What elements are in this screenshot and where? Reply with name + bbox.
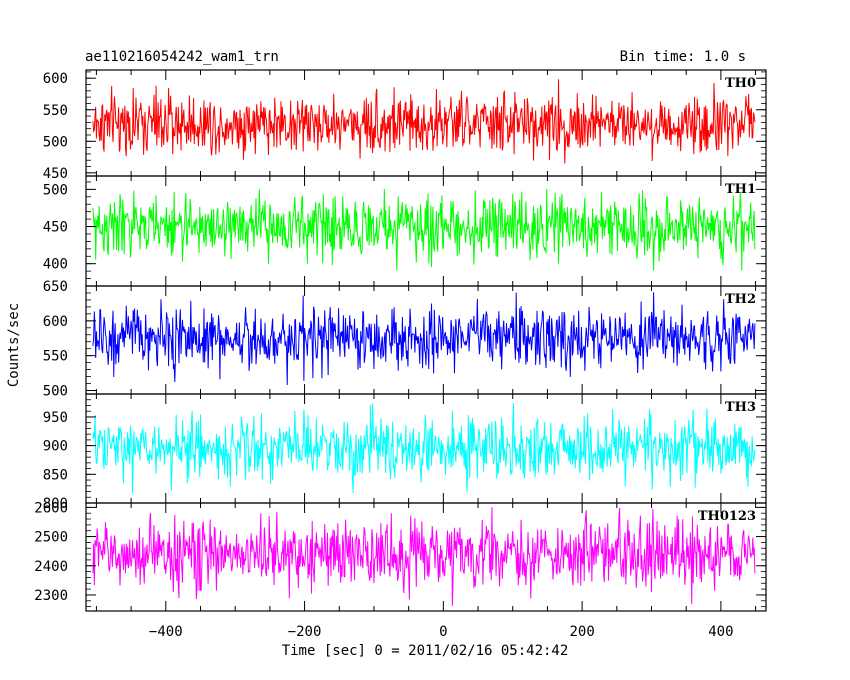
- tick-layer: [86, 70, 766, 611]
- y-axis-label: Counts/sec: [6, 303, 22, 387]
- panel-frame-th0123: [85, 502, 767, 612]
- y-tick-label-th1: 450: [43, 220, 68, 236]
- x-tick-label: −400: [149, 624, 183, 640]
- series-th0: [92, 79, 756, 164]
- y-tick-label-th2: 600: [43, 314, 68, 330]
- y-tick-label-th0: 500: [43, 134, 68, 150]
- bin-time-label: Bin time: 1.0 s: [620, 49, 746, 65]
- x-tick-label: 0: [439, 624, 447, 640]
- series-th0123: [92, 507, 756, 606]
- y-tick-label-th3: 850: [43, 467, 68, 483]
- series-th3: [92, 402, 756, 494]
- y-tick-label-th0123: 2300: [34, 588, 68, 604]
- series-th2: [92, 292, 756, 385]
- panel-label-th0: TH0: [725, 76, 756, 91]
- panel-label-th3: TH3: [725, 400, 756, 415]
- y-tick-label-th0: 550: [43, 103, 68, 119]
- y-tick-label-th3: 950: [43, 410, 68, 426]
- y-tick-label-th0: 600: [43, 71, 68, 87]
- y-tick-label-th0123: 2600: [34, 500, 68, 516]
- x-tick-label: −200: [288, 624, 322, 640]
- y-tick-label-th2: 550: [43, 349, 68, 365]
- panel-label-th0123: TH0123: [698, 509, 756, 524]
- x-tick-label: 200: [569, 624, 594, 640]
- y-tick-label-th0123: 2400: [34, 559, 68, 575]
- y-tick-label-th2: 650: [43, 279, 68, 295]
- series-layer: [92, 79, 756, 606]
- series-th1: [92, 188, 756, 271]
- y-tick-label-th3: 800: [43, 496, 68, 512]
- x-axis-label: Time [sec] 0 = 2011/02/16 05:42:42: [282, 643, 569, 659]
- plot-title: ae110216054242_wam1_trn: [85, 49, 279, 65]
- panel-label-th2: TH2: [725, 292, 756, 307]
- text-layer: ae110216054242_wam1_trn Bin time: 1.0 s …: [6, 49, 756, 659]
- y-tick-label-th1: 500: [43, 182, 68, 198]
- y-tick-label-th2: 500: [43, 384, 68, 400]
- y-tick-label-th0: 450: [43, 166, 68, 182]
- panel-label-th1: TH1: [725, 182, 756, 197]
- y-tick-label-th3: 900: [43, 439, 68, 455]
- y-tick-label-th0123: 2500: [34, 530, 68, 546]
- frame-layer: [85, 69, 767, 612]
- y-tick-label-th1: 400: [43, 257, 68, 273]
- x-tick-label: 400: [708, 624, 733, 640]
